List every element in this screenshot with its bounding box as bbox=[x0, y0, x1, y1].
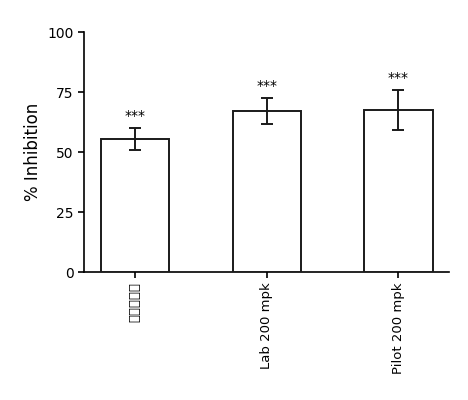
Y-axis label: % Inhibition: % Inhibition bbox=[24, 103, 42, 201]
Bar bbox=[233, 111, 301, 272]
Bar bbox=[101, 139, 169, 272]
Text: ***: *** bbox=[388, 71, 409, 85]
Text: ***: *** bbox=[256, 79, 277, 93]
Bar bbox=[364, 110, 433, 272]
Text: ***: *** bbox=[124, 109, 146, 123]
